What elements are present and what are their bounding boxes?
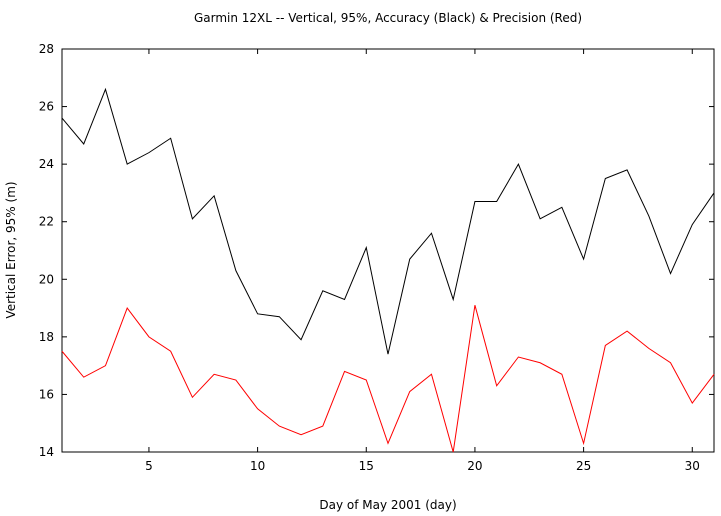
y-tick-label: 22 [39, 215, 54, 229]
plot-area [61, 48, 715, 453]
x-tick-label: 30 [685, 459, 700, 473]
y-tick-label: 26 [39, 100, 54, 114]
x-axis-label: Day of May 2001 (day) [319, 498, 456, 512]
x-axis: 5 10 15 20 25 30 [145, 49, 700, 473]
x-tick-label: 10 [250, 459, 265, 473]
y-axis: 14 16 18 20 22 24 26 28 [39, 42, 714, 459]
y-tick-label: 24 [39, 157, 54, 171]
x-tick-label: 20 [467, 459, 482, 473]
series-line-precision [61, 305, 715, 453]
series-line-accuracy [61, 87, 715, 355]
y-tick-label: 16 [39, 387, 54, 401]
x-tick-label: 15 [359, 459, 374, 473]
y-axis-label: Vertical Error, 95% (m) [4, 181, 18, 318]
chart-title: Garmin 12XL -- Vertical, 95%, Accuracy (… [194, 11, 582, 25]
y-tick-label: 20 [39, 272, 54, 286]
series-layer [61, 87, 715, 453]
x-tick-label: 25 [576, 459, 591, 473]
y-tick-label: 18 [39, 330, 54, 344]
x-tick-label: 5 [145, 459, 153, 473]
y-tick-label: 14 [39, 445, 54, 459]
y-tick-label: 28 [39, 42, 54, 56]
